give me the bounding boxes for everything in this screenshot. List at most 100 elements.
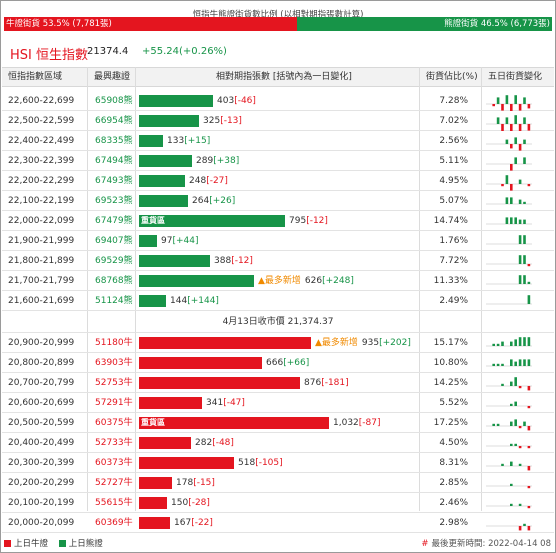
ratio-cell: 4.50%	[439, 438, 468, 448]
quantity-bar	[139, 235, 157, 247]
sparkline-bar	[514, 95, 517, 104]
range-cell: 20,800-20,899	[8, 358, 75, 368]
sparkline-bar	[510, 421, 513, 426]
warrant-code-link[interactable]: 69407熊	[95, 236, 133, 246]
sparkline-bar	[510, 503, 513, 506]
warrant-code-link[interactable]: 60373牛	[95, 458, 133, 468]
sparkline-bar	[518, 124, 522, 131]
daily-change: [-181]	[321, 378, 349, 388]
sparkline-bar	[518, 463, 522, 466]
warrant-code-link[interactable]: 60375牛	[95, 418, 133, 428]
daily-change: [+15]	[184, 136, 211, 146]
daily-change: [-46]	[234, 96, 256, 106]
five-day-sparkline	[486, 377, 532, 391]
ratio-cell: 2.85%	[439, 478, 468, 488]
heavy-zone-label: 重貨區	[141, 418, 165, 427]
five-day-sparkline	[486, 483, 532, 489]
ratio-cell: 14.74%	[433, 216, 468, 226]
sparkline-bar	[514, 377, 517, 386]
range-cell: 22,500-22,599	[8, 116, 75, 126]
sparkline-bar	[523, 523, 526, 526]
five-day-sparkline	[486, 401, 532, 409]
quantity-bar	[139, 155, 192, 167]
quantity-bar	[139, 295, 166, 307]
table-row: 20,500-20,599 60375牛 重貨區 1,032[-87] 17.25%	[2, 413, 554, 433]
ratio-cell: 4.95%	[439, 176, 468, 186]
warrant-code-link[interactable]: 68768熊	[95, 276, 133, 286]
quantity-bar	[139, 477, 172, 489]
warrant-code-link[interactable]: 65908熊	[95, 96, 133, 106]
sparkline-bar	[527, 337, 531, 346]
warrant-code-link[interactable]: 51180牛	[95, 338, 133, 348]
warrant-code-link[interactable]: 52727牛	[95, 478, 133, 488]
sparkline-bar	[514, 443, 517, 446]
table-row: 21,900-21,999 69407熊 97[+44] 1.76%	[2, 231, 554, 251]
quantity-value: 325[-13]	[203, 111, 242, 131]
warrant-code-link[interactable]: 69523熊	[95, 196, 133, 206]
table-row: 20,700-20,799 52753牛 876[-181] 14.25%	[2, 373, 554, 393]
quantity-bar	[139, 275, 254, 287]
ratio-cell: 10.80%	[433, 358, 468, 368]
daily-change: [-15]	[193, 478, 215, 488]
range-cell: 20,500-20,599	[8, 418, 75, 428]
warrant-code-link[interactable]: 67493熊	[95, 176, 133, 186]
ratio-cell: 11.33%	[433, 276, 468, 286]
warrant-code-link[interactable]: 69529熊	[95, 256, 133, 266]
sparkline-bar	[505, 95, 509, 104]
quantity-number: 150	[171, 498, 189, 508]
daily-change: [+202]	[379, 338, 411, 348]
table-row: 20,000-20,099 60369牛 167[-22] 2.98%	[2, 513, 554, 533]
warrant-code-link[interactable]: 68335熊	[95, 136, 133, 146]
warrant-code-link[interactable]: 57291牛	[95, 398, 133, 408]
range-cell: 20,600-20,699	[8, 398, 75, 408]
bull-legend-swatch	[4, 540, 11, 547]
quantity-bar	[139, 457, 234, 469]
header-five-day: 五日街貨變化	[488, 72, 543, 82]
quantity-number: 341	[206, 398, 224, 408]
table-row: 20,900-20,999 51180牛 ▲最多新增 935[+202] 15.17%	[2, 333, 554, 353]
warrant-code-link[interactable]: 67494熊	[95, 156, 133, 166]
ratio-cell: 15.17%	[433, 338, 468, 348]
sparkline-bar	[505, 139, 509, 144]
warrant-code-link[interactable]: 66954熊	[95, 116, 133, 126]
warrant-code-link[interactable]: 63903牛	[95, 358, 133, 368]
sparkline-bar	[527, 506, 531, 509]
header-range: 恒指指數區域	[8, 72, 63, 82]
range-cell: 22,300-22,399	[8, 156, 75, 166]
ratio-cell: 5.52%	[439, 398, 468, 408]
five-day-sparkline	[486, 337, 532, 347]
warrant-code-link[interactable]: 60369牛	[95, 518, 133, 528]
quantity-number: 133	[167, 136, 185, 146]
daily-change: [-105]	[255, 458, 283, 468]
five-day-sparkline	[486, 235, 532, 245]
ratio-cell: 17.25%	[433, 418, 468, 428]
warrant-code-link[interactable]: 67479熊	[95, 216, 133, 226]
range-cell: 22,000-22,099	[8, 216, 75, 226]
ratio-cell: 14.25%	[433, 378, 468, 388]
cbbc-table: 22,600-22,699 65908熊 403[-46] 7.28% 22,500-2…	[2, 91, 554, 533]
five-day-sparkline	[486, 523, 532, 531]
table-row: 22,600-22,699 65908熊 403[-46] 7.28%	[2, 91, 554, 111]
quantity-value: 97[+44]	[161, 231, 198, 251]
quantity-value: 133[+15]	[167, 131, 210, 151]
most-new-badge: ▲最多新增	[315, 338, 358, 348]
range-cell: 20,000-20,099	[8, 518, 75, 528]
quantity-number: 144	[170, 296, 188, 306]
quantity-number: 403	[217, 96, 235, 106]
sparkline-bar	[527, 104, 531, 109]
warrant-code-link[interactable]: 55615牛	[95, 498, 133, 508]
sparkline-bar	[523, 421, 526, 426]
warrant-code-link[interactable]: 51124熊	[95, 296, 133, 306]
sparkline-bar	[514, 401, 517, 406]
sparkline-bar	[510, 359, 513, 366]
quantity-bar	[139, 135, 163, 147]
ratio-cell: 1.76%	[439, 236, 468, 246]
warrant-code-link[interactable]: 52753牛	[95, 378, 133, 388]
sparkline-bar	[514, 115, 517, 124]
five-day-sparkline	[486, 137, 532, 151]
warrant-code-link[interactable]: 52733牛	[95, 438, 133, 448]
sparkline-bar	[523, 255, 526, 264]
quantity-bar	[139, 175, 185, 187]
five-day-sparkline	[486, 443, 532, 449]
